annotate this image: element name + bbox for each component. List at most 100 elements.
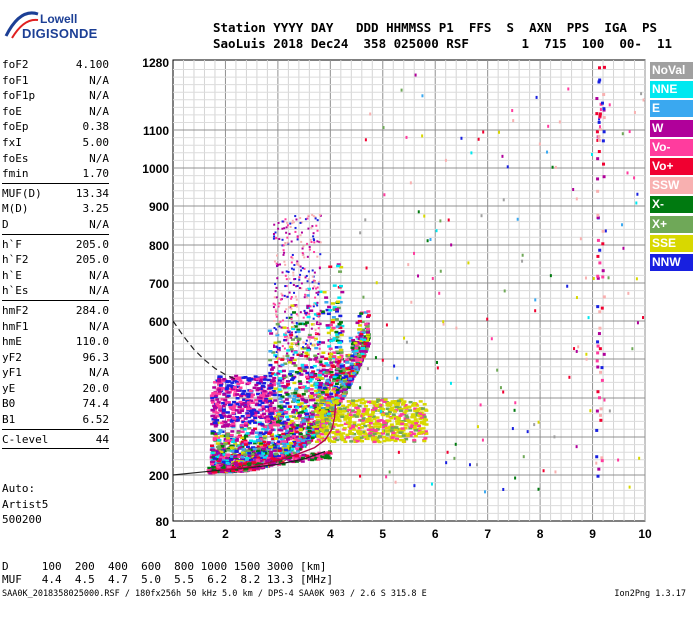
echo-point [231,465,236,469]
echo-point [395,402,400,405]
echo-point [262,436,267,440]
echo-point [327,402,332,406]
echo-point [268,392,273,395]
echo-point [250,393,255,397]
echo-point [360,320,365,324]
echo-point [266,462,271,466]
echo-point [296,353,301,357]
echo-point [602,107,606,111]
echo-point [275,420,280,424]
echo-point [234,450,239,453]
echo-point [241,452,246,455]
echo-point [322,386,327,389]
echo-point [309,388,314,391]
echo-point [280,363,285,367]
echo-point [321,420,326,423]
echo-point [288,437,293,441]
echo-point [266,442,271,446]
echo-point [596,365,600,369]
echo-point [296,399,301,402]
echo-point [335,388,340,392]
echo-point [349,432,354,435]
echo-point [332,377,337,380]
echo-point [358,430,363,434]
echo-point [312,215,315,218]
echo-point [229,433,234,437]
echo-point [212,457,217,460]
echo-point [298,352,301,355]
echo-point [417,210,420,214]
echo-point [412,438,417,442]
echo-point [316,387,321,390]
echo-point [596,254,600,258]
echo-point [287,342,290,345]
echo-point [273,437,278,440]
echo-point [321,431,326,435]
echo-point [268,430,273,433]
echo-point [340,324,345,328]
echo-point [359,426,364,429]
echo-point [374,438,379,441]
echo-point [502,390,505,394]
echo-point [276,264,279,267]
echo-point [312,364,317,368]
echo-point [339,354,344,357]
echo-point [309,309,314,312]
echo-point [318,352,321,355]
echo-point [265,452,270,455]
echo-point [250,452,255,456]
echo-point [274,442,279,446]
echo-point [343,422,348,426]
echo-point [385,404,390,407]
echo-point [279,426,284,430]
echo-point [337,394,342,398]
echo-point [245,432,250,435]
echo-point [589,409,592,413]
echo-point [331,414,336,418]
param-value: 205.0 [75,253,109,267]
echo-point [242,389,247,393]
echo-point [278,397,283,400]
echo-point [239,394,244,398]
echo-point [604,229,607,233]
echo-point [335,310,340,313]
echo-point [311,431,316,434]
echo-point [376,398,381,402]
echo-point [445,461,448,465]
echo-point [319,432,324,436]
echo-point [315,377,320,381]
echo-point [289,452,294,455]
echo-point [294,226,297,229]
param-value: 1.70 [82,167,110,181]
echo-point [318,241,321,244]
echo-point [602,162,606,166]
echo-point [392,414,397,418]
echo-point [363,337,368,340]
echo-point [359,474,362,478]
echo-point [361,331,366,334]
echo-point [281,432,286,436]
echo-point [285,331,288,334]
echo-point [480,214,483,218]
echo-point [422,403,427,406]
echo-point [355,359,360,362]
echo-point [403,423,408,427]
param-name: B0 [2,397,16,411]
echo-point [290,297,293,300]
echo-point [321,400,326,404]
echo-point [297,380,302,383]
y-tick-label: 80 [156,515,170,529]
echo-point [357,320,362,323]
echo-point [299,402,304,405]
echo-point [599,418,603,422]
echo-point [299,395,304,398]
echo-point [265,415,270,418]
legend-item: X+ [650,215,693,233]
echo-point [289,345,294,349]
echo-point [263,444,268,447]
echo-point [222,442,227,446]
echo-point [411,413,416,416]
echo-point [327,358,332,361]
echo-point [236,385,241,389]
echo-point [349,362,354,365]
